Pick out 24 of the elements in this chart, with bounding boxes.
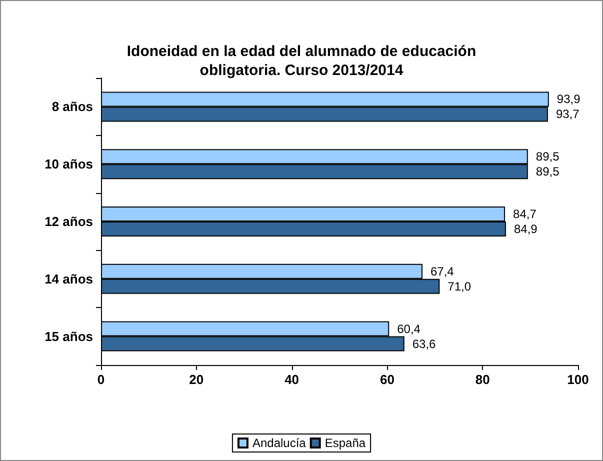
data-label: 60,4 xyxy=(397,322,421,336)
data-label: 84,7 xyxy=(513,207,537,221)
x-tick-label: 40 xyxy=(284,372,300,387)
y-tick-label: 14 años xyxy=(44,271,93,286)
x-tick-label: 0 xyxy=(97,372,105,387)
x-tick-label: 100 xyxy=(567,372,589,387)
chart-title: Idoneidad en la edad del alumnado de educación obligatoria. Curso 2013/2014 xyxy=(126,43,476,79)
y-tick-label: 12 años xyxy=(44,214,93,229)
data-label: 93,9 xyxy=(556,92,581,106)
y-tick-label: 10 años xyxy=(44,156,93,172)
x-tick-label: 20 xyxy=(189,372,204,387)
x-tick-label: 60 xyxy=(380,372,394,387)
y-tick-label: 8 años xyxy=(52,99,93,114)
data-label: 93,7 xyxy=(556,107,580,122)
data-label: 89,5 xyxy=(536,164,560,179)
data-label: 71,0 xyxy=(448,279,472,294)
y-tick-label: 15 años xyxy=(44,328,93,344)
data-label: 63,6 xyxy=(412,336,436,351)
legend-label: España xyxy=(324,436,366,450)
data-label: 84,9 xyxy=(514,222,538,236)
legend-label: Andalucía xyxy=(252,436,306,450)
data-label: 89,5 xyxy=(536,150,560,164)
x-tick-label: 80 xyxy=(475,372,490,387)
data-label: 67,4 xyxy=(430,264,454,278)
